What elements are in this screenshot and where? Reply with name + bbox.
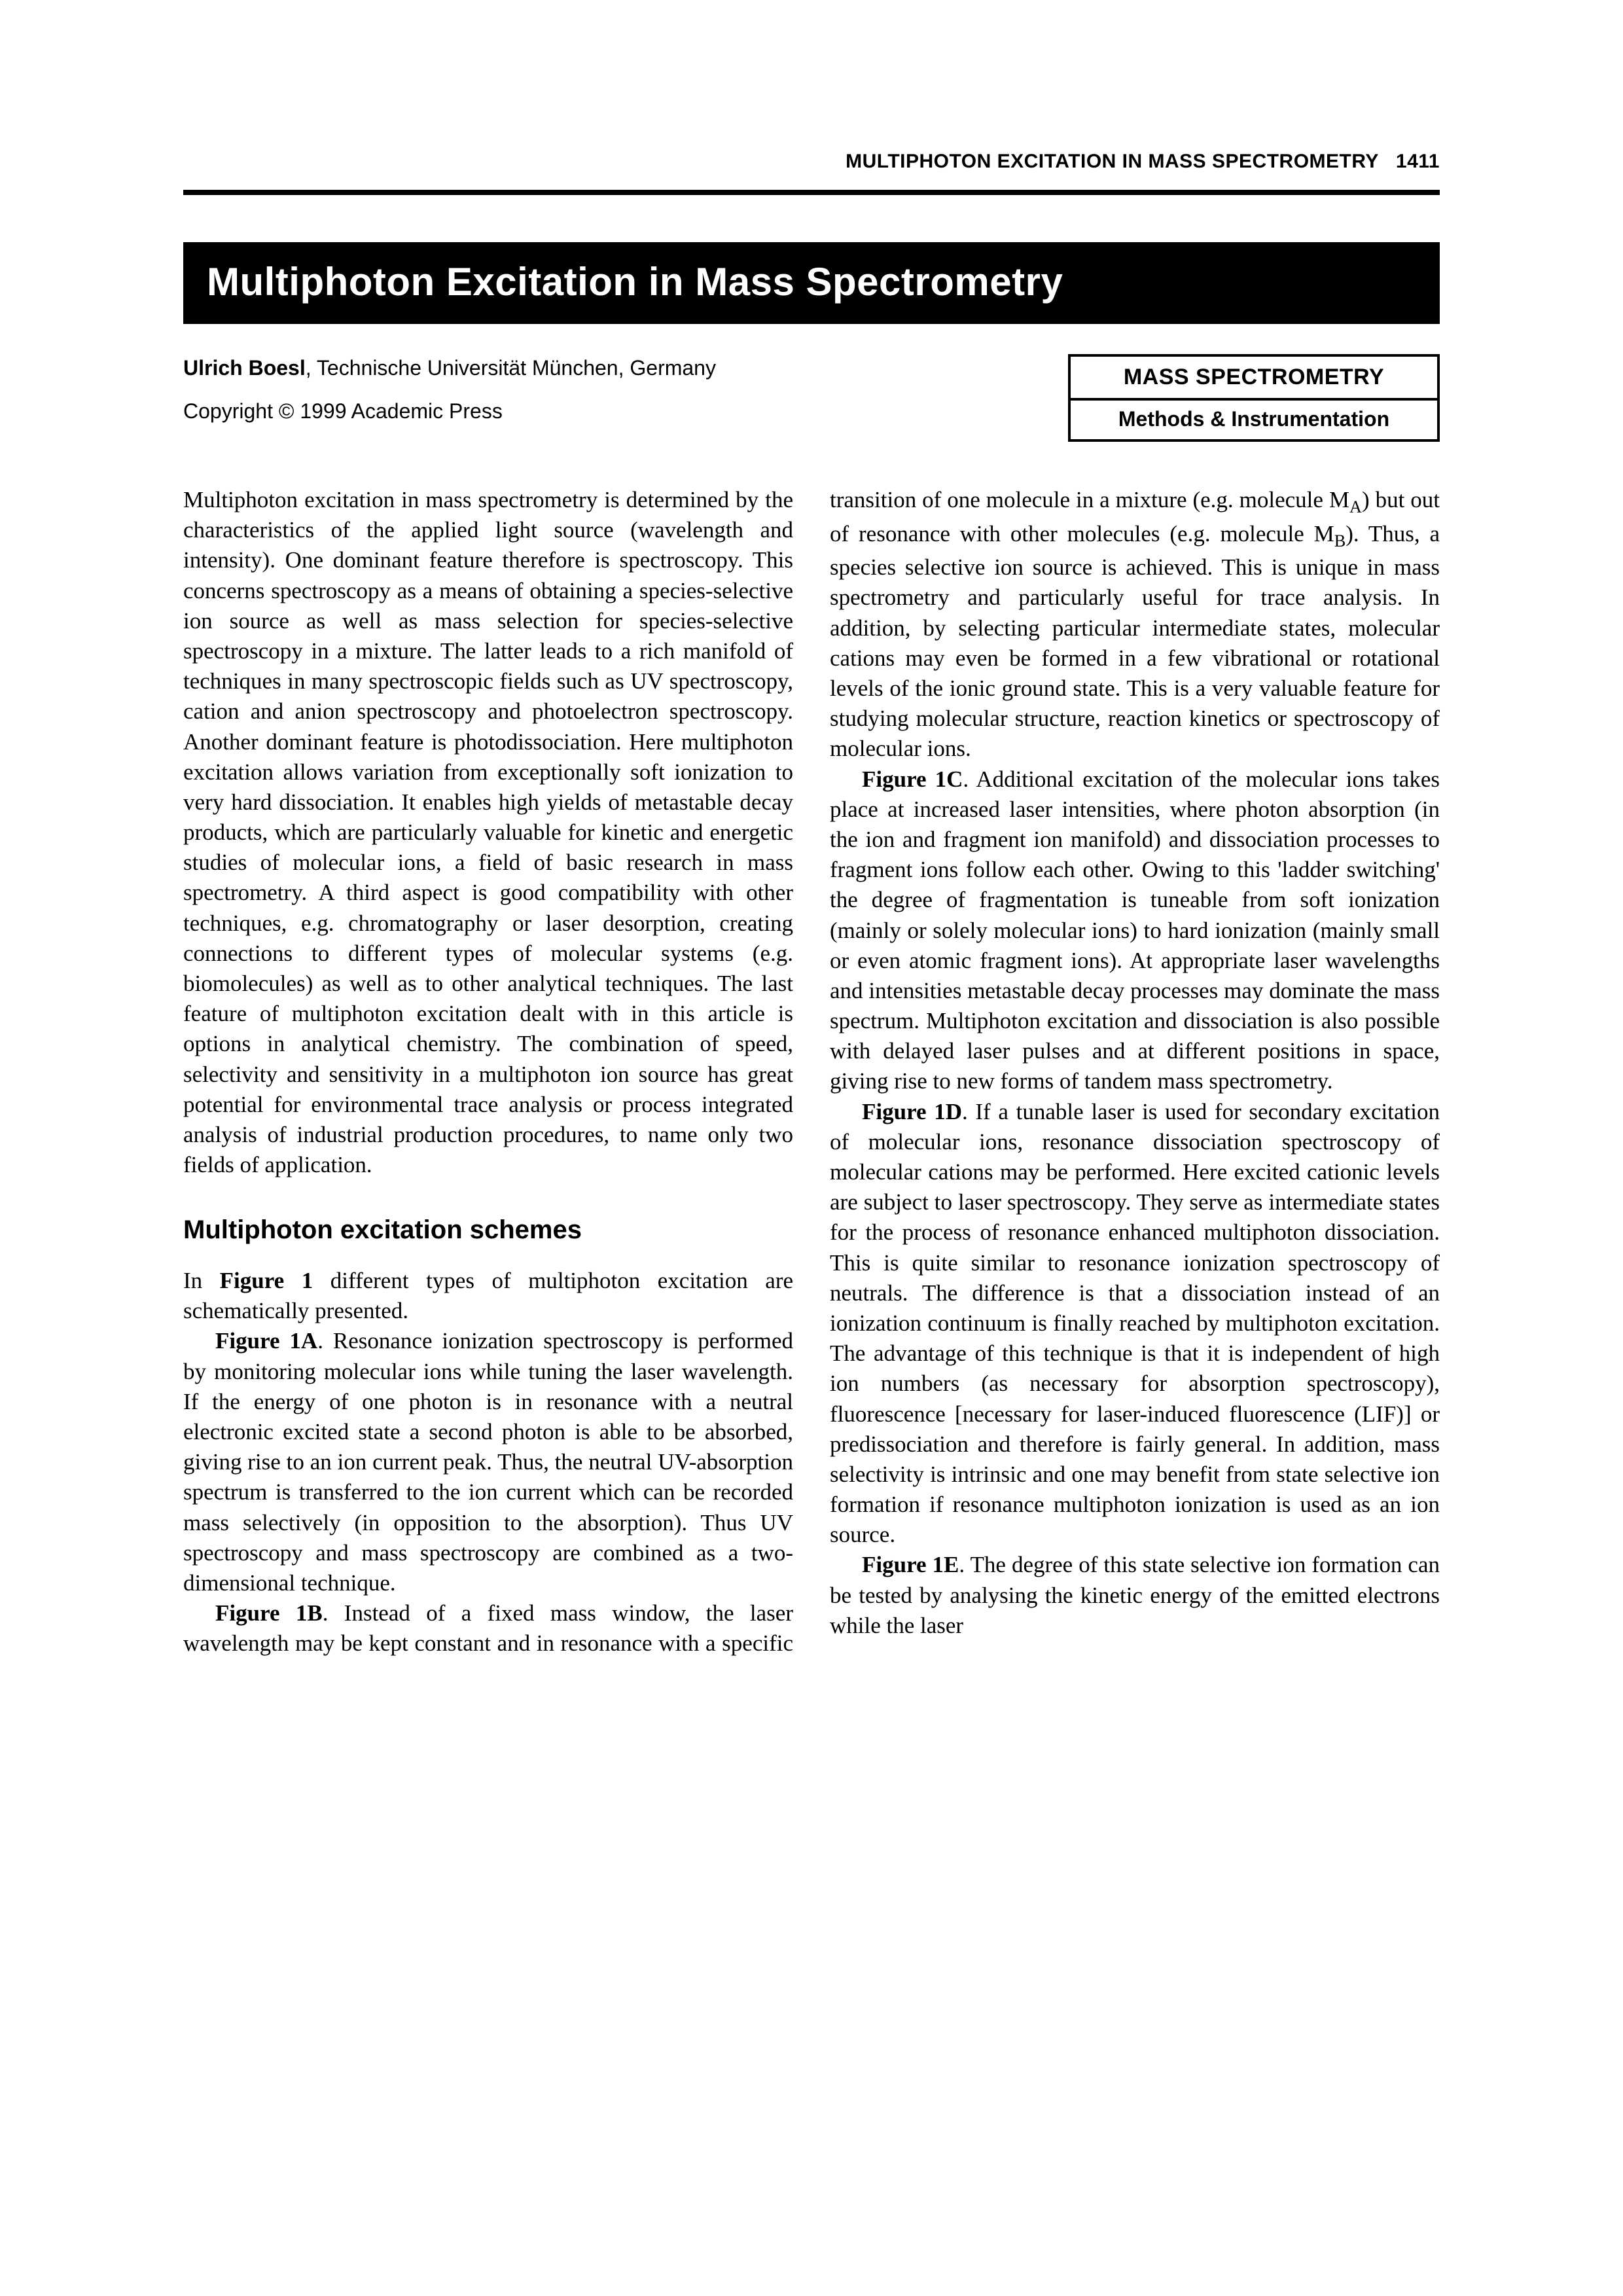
page: MULTIPHOTON EXCITATION IN MASS SPECTROME… xyxy=(0,0,1623,2296)
category-top: MASS SPECTROMETRY xyxy=(1071,357,1437,401)
schemes-intro: In Figure 1 different types of multiphot… xyxy=(183,1266,793,1326)
fig1a-text: . Resonance ionization spectroscopy is p… xyxy=(183,1328,793,1596)
schemes-intro-a: In xyxy=(183,1268,220,1293)
author-name: Ulrich Boesl xyxy=(183,356,306,380)
fig1e-paragraph: Figure 1E. The degree of this state sele… xyxy=(830,1550,1440,1641)
running-header: MULTIPHOTON EXCITATION IN MASS SPECTROME… xyxy=(846,151,1440,173)
sub-b: B xyxy=(1334,531,1346,550)
fig1c-text: . Additional excitation of the molecular… xyxy=(830,766,1440,1094)
author-affiliation: , Technische Universität München, German… xyxy=(306,356,716,380)
fig1e-label: Figure 1E xyxy=(862,1552,959,1577)
fig1c-paragraph: Figure 1C. Additional excitation of the … xyxy=(830,764,1440,1097)
header-rule xyxy=(183,190,1440,195)
section-heading: Multiphoton excitation schemes xyxy=(183,1213,793,1247)
fig1a-label: Figure 1A xyxy=(215,1328,317,1354)
page-number: 1411 xyxy=(1396,151,1440,172)
fig1d-label: Figure 1D xyxy=(862,1099,962,1124)
fig1-label: Figure 1 xyxy=(220,1268,313,1293)
author-copyright-block: Ulrich Boesl, Technische Universität Mün… xyxy=(183,354,716,423)
fig1c-label: Figure 1C xyxy=(862,766,963,792)
fig1b-text-c: ). Thus, a species selective ion source … xyxy=(830,521,1440,762)
running-title: MULTIPHOTON EXCITATION IN MASS SPECTROME… xyxy=(846,151,1378,172)
author-block: Ulrich Boesl, Technische Universität Mün… xyxy=(183,354,716,382)
body-columns: Multiphoton excitation in mass spectrome… xyxy=(183,485,1440,1659)
fig1d-text: . If a tunable laser is used for seconda… xyxy=(830,1099,1440,1548)
category-box: MASS SPECTROMETRY Methods & Instrumentat… xyxy=(1068,354,1440,442)
category-bottom: Methods & Instrumentation xyxy=(1071,401,1437,439)
article-title: Multiphoton Excitation in Mass Spectrome… xyxy=(183,242,1440,324)
sub-a: A xyxy=(1349,497,1362,516)
copyright-line: Copyright © 1999 Academic Press xyxy=(183,399,716,423)
fig1b-label: Figure 1B xyxy=(215,1600,323,1626)
intro-paragraph: Multiphoton excitation in mass spectrome… xyxy=(183,485,793,1180)
fig1d-paragraph: Figure 1D. If a tunable laser is used fo… xyxy=(830,1097,1440,1551)
fig1a-paragraph: Figure 1A. Resonance ionization spectros… xyxy=(183,1326,793,1598)
meta-row: Ulrich Boesl, Technische Universität Mün… xyxy=(183,354,1440,442)
